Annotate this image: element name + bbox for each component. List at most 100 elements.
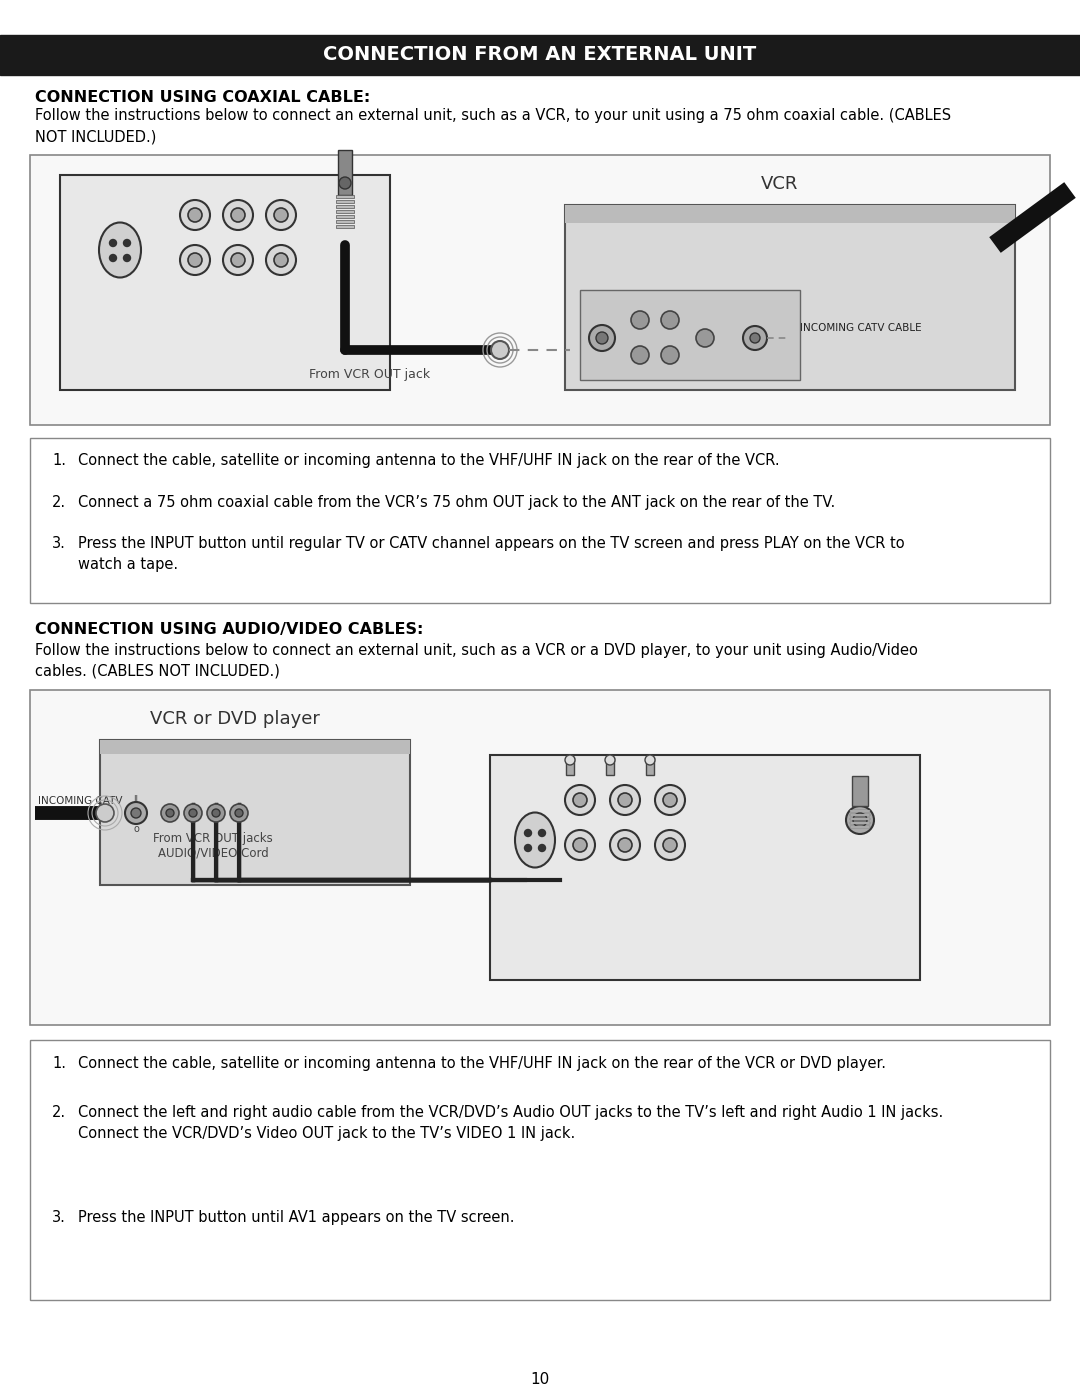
- Text: INCOMING CATV CABLE: INCOMING CATV CABLE: [800, 323, 921, 332]
- Circle shape: [274, 253, 288, 267]
- Ellipse shape: [515, 813, 555, 868]
- Text: 2.: 2.: [52, 495, 66, 510]
- Circle shape: [222, 200, 253, 231]
- Circle shape: [339, 177, 351, 189]
- Bar: [566, 757, 573, 775]
- Bar: [30, 155, 1050, 425]
- Circle shape: [525, 830, 531, 837]
- Circle shape: [491, 341, 509, 359]
- Circle shape: [663, 838, 677, 852]
- Bar: [30, 1039, 1050, 1301]
- Bar: [336, 205, 354, 208]
- Circle shape: [231, 253, 245, 267]
- Circle shape: [231, 208, 245, 222]
- Circle shape: [266, 200, 296, 231]
- Circle shape: [663, 793, 677, 807]
- Circle shape: [274, 208, 288, 222]
- Text: Follow the instructions below to connect an external unit, such as a VCR, to you: Follow the instructions below to connect…: [35, 108, 951, 144]
- Circle shape: [180, 244, 210, 275]
- Circle shape: [573, 838, 588, 852]
- Text: INCOMING CATV
CABLE (VCR): INCOMING CATV CABLE (VCR): [38, 796, 122, 819]
- Bar: [850, 821, 870, 824]
- Circle shape: [846, 806, 874, 834]
- Circle shape: [661, 346, 679, 365]
- Text: 2.: 2.: [52, 1105, 66, 1120]
- Text: Follow the instructions below to connect an external unit, such as a VCR or a DV: Follow the instructions below to connect…: [35, 643, 918, 679]
- Bar: [0, 35, 1080, 75]
- Text: CONNECTION USING AUDIO/VIDEO CABLES:: CONNECTION USING AUDIO/VIDEO CABLES:: [35, 622, 423, 637]
- Bar: [646, 757, 654, 775]
- Circle shape: [166, 809, 174, 817]
- Circle shape: [696, 330, 714, 346]
- Text: 1.: 1.: [52, 453, 66, 468]
- Ellipse shape: [99, 222, 141, 278]
- Text: CONNECTION FROM AN EXTERNAL UNIT: CONNECTION FROM AN EXTERNAL UNIT: [323, 46, 757, 64]
- Bar: [580, 291, 800, 380]
- Text: CONNECTION USING COAXIAL CABLE:: CONNECTION USING COAXIAL CABLE:: [35, 89, 370, 105]
- Circle shape: [618, 838, 632, 852]
- Circle shape: [131, 807, 141, 819]
- Circle shape: [235, 809, 243, 817]
- Text: 3.: 3.: [52, 1210, 66, 1225]
- Circle shape: [109, 254, 117, 261]
- Text: From VCR OUT jacks: From VCR OUT jacks: [153, 833, 273, 845]
- Circle shape: [222, 244, 253, 275]
- Circle shape: [184, 805, 202, 821]
- Circle shape: [573, 793, 588, 807]
- Circle shape: [207, 805, 225, 821]
- Text: II: II: [134, 795, 138, 803]
- Text: Connect a 75 ohm coaxial cable from the VCR’s 75 ohm OUT jack to the ANT jack on: Connect a 75 ohm coaxial cable from the …: [78, 495, 835, 510]
- Bar: [850, 809, 870, 812]
- Bar: [850, 826, 870, 828]
- Bar: [850, 817, 870, 820]
- Circle shape: [539, 845, 545, 852]
- Bar: [336, 196, 354, 198]
- Text: Connect the left and right audio cable from the VCR/DVD’s Audio OUT jacks to the: Connect the left and right audio cable f…: [78, 1105, 943, 1141]
- Text: VCR or DVD player: VCR or DVD player: [150, 710, 320, 728]
- Text: Press the INPUT button until AV1 appears on the TV screen.: Press the INPUT button until AV1 appears…: [78, 1210, 514, 1225]
- Bar: [606, 757, 615, 775]
- Circle shape: [853, 813, 867, 827]
- Circle shape: [610, 785, 640, 814]
- Circle shape: [125, 802, 147, 824]
- Text: VCR: VCR: [761, 175, 799, 193]
- Circle shape: [654, 785, 685, 814]
- Circle shape: [605, 754, 615, 766]
- Circle shape: [589, 326, 615, 351]
- Circle shape: [610, 830, 640, 861]
- Circle shape: [189, 809, 197, 817]
- Circle shape: [266, 244, 296, 275]
- Bar: [30, 439, 1050, 604]
- Bar: [338, 149, 352, 196]
- Bar: [336, 200, 354, 203]
- Circle shape: [123, 239, 131, 246]
- Bar: [60, 175, 390, 390]
- Bar: [336, 219, 354, 224]
- Circle shape: [645, 754, 654, 766]
- Bar: [336, 225, 354, 228]
- Circle shape: [230, 805, 248, 821]
- Circle shape: [565, 754, 575, 766]
- Text: 3.: 3.: [52, 536, 66, 550]
- Text: Press the INPUT button until regular TV or CATV channel appears on the TV screen: Press the INPUT button until regular TV …: [78, 536, 905, 571]
- Bar: [490, 754, 920, 981]
- Bar: [852, 775, 868, 806]
- Circle shape: [750, 332, 760, 344]
- Circle shape: [161, 805, 179, 821]
- Bar: [100, 740, 410, 754]
- Circle shape: [212, 809, 220, 817]
- Circle shape: [565, 830, 595, 861]
- Text: Connect the cable, satellite or incoming antenna to the VHF/UHF IN jack on the r: Connect the cable, satellite or incoming…: [78, 1056, 886, 1071]
- Circle shape: [180, 200, 210, 231]
- Bar: [336, 215, 354, 218]
- Text: Connect the cable, satellite or incoming antenna to the VHF/UHF IN jack on the r: Connect the cable, satellite or incoming…: [78, 453, 780, 468]
- Circle shape: [188, 208, 202, 222]
- Circle shape: [631, 312, 649, 330]
- Bar: [565, 205, 1015, 224]
- Circle shape: [539, 830, 545, 837]
- Circle shape: [654, 830, 685, 861]
- Bar: [850, 813, 870, 816]
- Circle shape: [565, 785, 595, 814]
- Circle shape: [109, 239, 117, 246]
- Text: From VCR OUT jack: From VCR OUT jack: [310, 367, 431, 381]
